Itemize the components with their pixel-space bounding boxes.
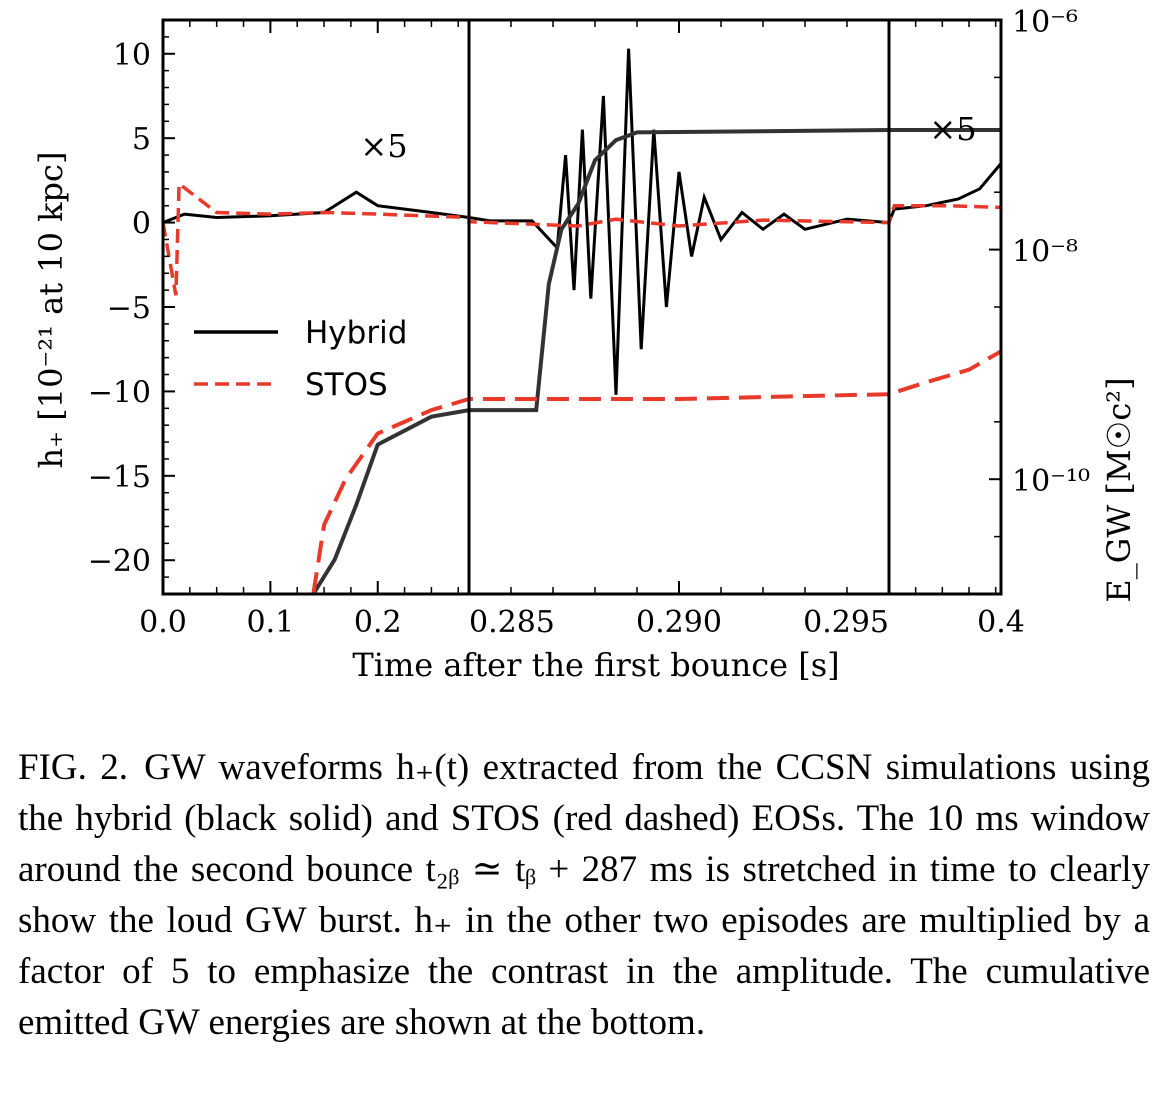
panel-frame-3 — [887, 18, 1003, 596]
right-axis-label: E_GW [M☉c²] — [1100, 377, 1138, 602]
x-tick-label: 0.0 — [139, 605, 187, 640]
series-hybrid-strain-line — [163, 48, 1001, 395]
left-tick-label: −5 — [107, 291, 151, 326]
series-stos-strain-line — [163, 180, 1001, 296]
x-tick-label: 0.285 — [469, 605, 555, 640]
x-axis-label: Time after the first bounce [s] — [352, 646, 839, 684]
panel-frame-1 — [161, 18, 471, 596]
caption-label: FIG. 2. — [18, 747, 129, 788]
gw-waveform-figure: 10 5 0 −5 −10 −15 −20 10⁻⁶ 10⁻⁸ 10⁻¹⁰ 0.0 0.1 0.2 ×5 0… — [32, 5, 1138, 684]
left-tick-label: 5 — [132, 122, 151, 157]
left-axis-label: h₊ [10⁻²¹ at 10 kpc] — [32, 152, 70, 469]
left-tick-label: −15 — [88, 460, 151, 495]
x-tick-label: 0.2 — [354, 605, 402, 640]
scale-annotation-1: ×5 — [360, 127, 407, 165]
left-tick-label: 10 — [113, 38, 151, 73]
caption-text: GW waveforms h₊(t) extracted from the CC… — [18, 747, 1150, 1043]
legend-label-hybrid: Hybrid — [305, 315, 407, 351]
chart: 10 5 0 −5 −10 −15 −20 10⁻⁶ 10⁻⁸ 10⁻¹⁰ 0.0 0.1 0.2 ×5 0… — [32, 5, 1138, 684]
legend-label-stos: STOS — [305, 367, 388, 403]
panel-frame-2 — [467, 18, 891, 596]
right-tick-label: 10⁻¹⁰ — [1012, 464, 1090, 499]
x-tick-label: 0.295 — [803, 605, 889, 640]
left-tick-label: −20 — [88, 544, 151, 579]
left-tick-label: 0 — [132, 207, 151, 242]
scale-annotation-3: ×5 — [929, 110, 976, 148]
series-stos-energy-line — [311, 349, 1001, 594]
x-tick-label: 0.4 — [977, 605, 1025, 640]
series-hybrid-energy-line — [311, 128, 1001, 594]
figure-caption: FIG. 2. GW waveforms h₊(t) extracted from… — [18, 742, 1150, 1048]
right-tick-label: 10⁻⁶ — [1012, 5, 1078, 40]
x-tick-label: 0.290 — [636, 605, 722, 640]
right-tick-label: 10⁻⁸ — [1012, 235, 1078, 270]
left-tick-label: −10 — [88, 375, 151, 410]
x-tick-label: 0.1 — [247, 605, 295, 640]
